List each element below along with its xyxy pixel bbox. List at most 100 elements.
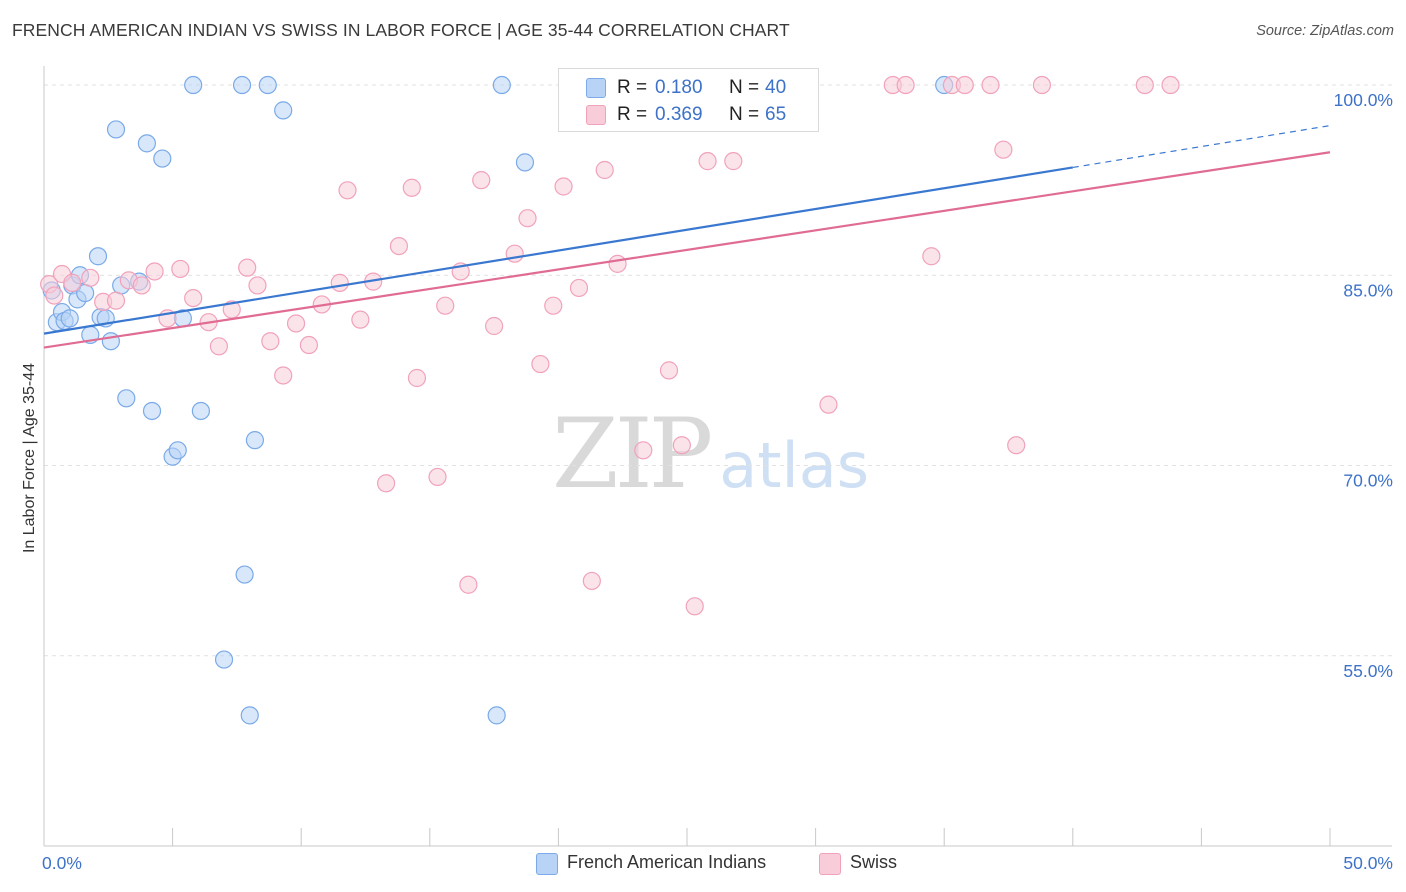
data-point-french-american-indians bbox=[117, 389, 136, 408]
data-point-swiss bbox=[595, 160, 614, 180]
data-point-french-american-indians bbox=[106, 120, 126, 139]
y-tick-label: 100.0% bbox=[1334, 90, 1393, 110]
data-point-swiss bbox=[659, 361, 679, 380]
data-point-swiss bbox=[132, 276, 151, 295]
legend-swatch-blue bbox=[586, 78, 606, 98]
x-tick-label: 0.0% bbox=[42, 853, 82, 873]
data-point-swiss bbox=[518, 209, 537, 228]
r-label: R = bbox=[617, 104, 648, 125]
data-point-french-american-indians bbox=[274, 101, 293, 120]
r-value: 0.180 bbox=[655, 77, 703, 98]
data-point-swiss bbox=[209, 337, 228, 356]
data-point-swiss bbox=[698, 152, 717, 171]
data-point-french-american-indians bbox=[168, 441, 187, 460]
data-point-swiss bbox=[436, 296, 455, 315]
y-axis-label: In Labor Force | Age 35-44 bbox=[21, 362, 38, 554]
data-point-swiss bbox=[672, 436, 691, 455]
data-point-french-american-indians bbox=[214, 650, 234, 669]
data-point-swiss bbox=[922, 247, 941, 266]
data-point-french-american-indians bbox=[515, 153, 535, 172]
legend-swatch-pink bbox=[819, 853, 841, 875]
y-tick-label: 70.0% bbox=[1343, 471, 1393, 491]
series-legend: French American Indians Swiss bbox=[0, 852, 1406, 878]
x-tick-label: 50.0% bbox=[1343, 853, 1393, 873]
data-point-french-american-indians bbox=[258, 75, 277, 95]
data-point-swiss bbox=[351, 310, 370, 329]
source-label: Source: ZipAtlas.com bbox=[1256, 23, 1394, 39]
data-point-swiss bbox=[45, 286, 64, 305]
y-tick-label: 55.0% bbox=[1343, 661, 1393, 681]
data-point-swiss bbox=[981, 75, 1000, 95]
r-label: R = bbox=[617, 77, 648, 98]
data-point-swiss bbox=[544, 296, 563, 315]
data-point-swiss bbox=[896, 75, 915, 95]
stats-legend: R = 0.180 N = 40 R = 0.369 N = 65 bbox=[558, 68, 819, 132]
legend-swatch-pink bbox=[586, 105, 606, 125]
data-point-swiss bbox=[1135, 75, 1154, 95]
data-point-swiss bbox=[274, 366, 293, 385]
data-point-swiss bbox=[171, 259, 190, 279]
n-value: 40 bbox=[765, 77, 787, 98]
data-point-french-american-indians bbox=[492, 75, 511, 95]
data-point-swiss bbox=[569, 278, 589, 298]
data-point-french-american-indians bbox=[101, 332, 120, 351]
data-point-swiss bbox=[261, 332, 280, 351]
data-point-swiss bbox=[1007, 436, 1026, 455]
data-point-swiss bbox=[1032, 75, 1052, 95]
n-label: N = bbox=[729, 104, 760, 125]
data-point-swiss bbox=[145, 262, 164, 281]
data-point-french-american-indians bbox=[232, 75, 252, 95]
data-point-swiss bbox=[472, 171, 491, 190]
data-point-swiss bbox=[330, 273, 349, 292]
trend-line-swiss bbox=[43, 151, 1331, 349]
data-point-swiss bbox=[81, 268, 100, 287]
n-label: N = bbox=[729, 77, 760, 98]
data-point-swiss bbox=[582, 571, 601, 591]
data-point-french-american-indians bbox=[240, 706, 259, 725]
trend-line-french-american-indians bbox=[43, 166, 1073, 335]
data-point-french-american-indians bbox=[137, 134, 156, 153]
data-point-swiss bbox=[389, 236, 409, 256]
data-point-swiss bbox=[376, 474, 396, 493]
data-point-swiss bbox=[485, 316, 504, 336]
data-point-french-american-indians bbox=[487, 706, 506, 725]
data-point-swiss bbox=[299, 335, 319, 355]
data-point-swiss bbox=[407, 368, 427, 388]
trend-line-extension-french-american-indians bbox=[1072, 125, 1331, 169]
n-value: 65 bbox=[765, 104, 787, 125]
data-point-french-american-indians bbox=[245, 431, 265, 450]
data-point-swiss bbox=[634, 441, 653, 460]
legend-label: French American Indians bbox=[567, 852, 767, 872]
data-point-swiss bbox=[248, 276, 267, 295]
data-point-swiss bbox=[286, 314, 306, 333]
data-point-french-american-indians bbox=[142, 401, 162, 421]
data-point-swiss bbox=[554, 177, 573, 196]
legend-swatch-blue bbox=[536, 853, 558, 875]
data-point-french-american-indians bbox=[88, 247, 108, 266]
data-point-swiss bbox=[459, 575, 478, 594]
data-point-swiss bbox=[994, 140, 1013, 159]
data-point-swiss bbox=[531, 354, 550, 374]
data-point-swiss bbox=[428, 467, 447, 487]
data-point-swiss bbox=[184, 288, 203, 308]
data-point-swiss bbox=[1161, 75, 1180, 95]
data-point-swiss bbox=[106, 291, 126, 310]
y-tick-label: 85.0% bbox=[1343, 280, 1393, 300]
data-point-french-american-indians bbox=[184, 75, 203, 95]
data-point-french-american-indians bbox=[235, 565, 254, 584]
data-point-swiss bbox=[955, 75, 974, 95]
data-point-swiss bbox=[685, 597, 704, 616]
data-point-swiss bbox=[402, 178, 421, 197]
legend-label: Swiss bbox=[850, 852, 898, 872]
data-point-swiss bbox=[819, 395, 838, 414]
data-point-french-american-indians bbox=[60, 309, 79, 328]
data-point-swiss bbox=[338, 181, 357, 200]
data-point-swiss bbox=[724, 152, 743, 171]
chart-title: FRENCH AMERICAN INDIAN VS SWISS IN LABOR… bbox=[12, 20, 790, 40]
data-point-french-american-indians bbox=[153, 149, 172, 168]
data-point-swiss bbox=[608, 254, 627, 273]
data-point-french-american-indians bbox=[191, 401, 210, 421]
data-point-swiss bbox=[63, 273, 82, 292]
data-point-swiss bbox=[238, 258, 257, 277]
